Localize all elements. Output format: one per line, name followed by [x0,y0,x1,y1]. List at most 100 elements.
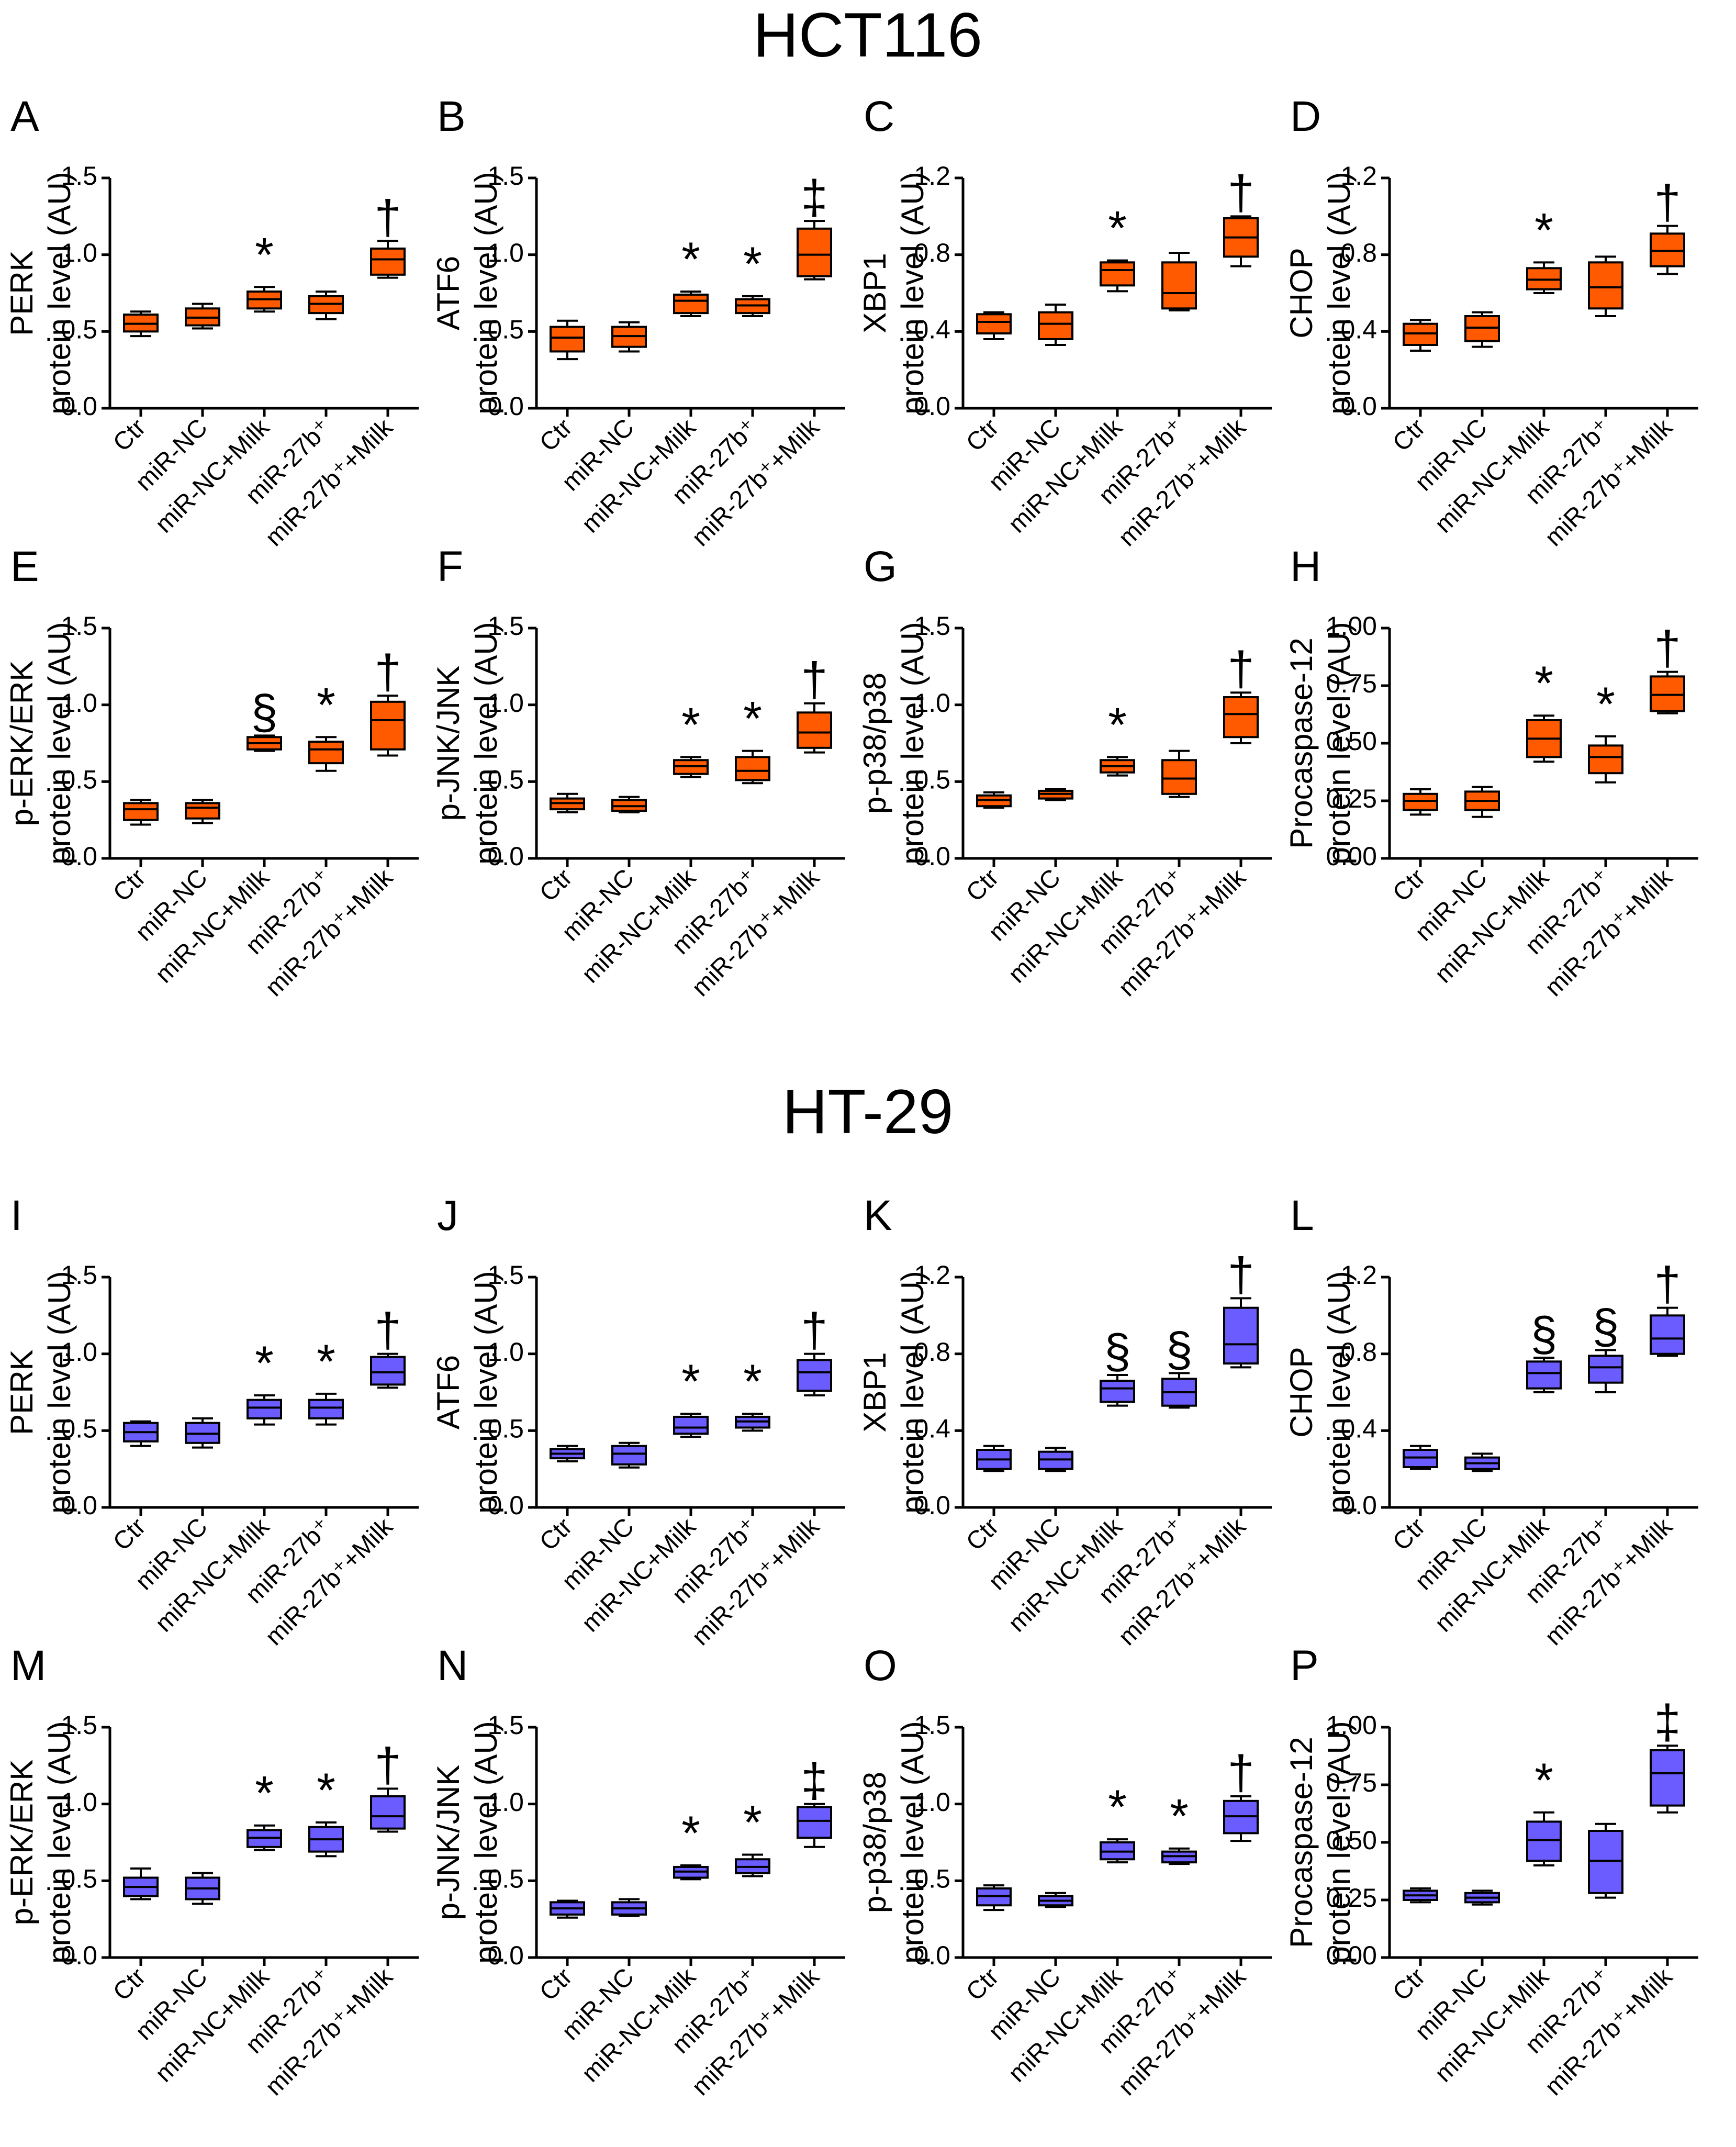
box-4 [1161,759,1197,795]
y-tick-label: 0.0 [914,392,950,421]
panel-letter: B [437,93,466,140]
y-axis-unit: protein level (AU) [42,1721,77,1964]
panel-F: Fp-JNK/JNKprotein level (AU)0.0 0.5 1.0 1.5… [431,543,845,1002]
y-tick-label: 0.0 [914,1491,950,1520]
y-tick-label: 1.0 [487,688,524,718]
y-tick-label: 1.0 [61,238,97,267]
significance-marker: † [1227,1248,1254,1301]
box-3 [1100,261,1135,287]
box-3 [673,293,709,315]
y-tick-label: 1.5 [61,161,97,191]
y-tick-label: 0.25 [1326,784,1377,813]
y-tick-label: 0.0 [914,1941,950,1970]
significance-marker: * [743,238,762,291]
box-3 [1526,1360,1562,1390]
y-tick-label: 1.5 [914,611,950,641]
y-axis-label: PERKprotein level (AU) [4,172,77,415]
box-5 [1650,1749,1685,1807]
y-tick-label: 0.0 [1340,1491,1377,1520]
y-tick-label: 0.5 [487,765,524,795]
significance-marker: † [374,645,401,699]
y-axis-label: ATF6protein level (AU) [431,1271,503,1514]
y-tick-label: 0.0 [1340,392,1377,421]
x-category-label: Ctr [1387,1963,1431,2006]
y-axis-label: XBP1protein level (AU) [857,1271,930,1514]
box-5 [370,700,406,751]
x-category-label: Ctr [1387,1513,1431,1556]
significance-marker: § [1166,1323,1192,1376]
significance-marker: † [1227,1746,1254,1799]
panel-G: Gp-p38/p38protein level (AU)0.0 0.5 1.0 1.5… [857,543,1272,1002]
y-tick-label: 0.0 [61,842,97,871]
y-axis-label: CHOPprotein level (AU) [1284,1271,1357,1514]
y-axis-unit: protein level (AU) [1321,172,1357,415]
y-tick-label: 0.0 [487,842,524,871]
panel-letter: D [1290,93,1321,140]
panel-letter: E [10,543,39,590]
panel-letter: H [1290,543,1321,590]
panel-letter: F [437,543,463,590]
x-category-label: Ctr [961,1963,1004,2006]
box-4 [1588,744,1623,775]
y-tick-label: 1.5 [61,1260,97,1290]
y-axis-metric: PERK [4,1349,39,1435]
y-tick-label: 1.00 [1326,1710,1377,1740]
panel-letter: K [864,1192,892,1239]
y-tick-label: 0.5 [61,1414,97,1444]
y-tick-label: 0.00 [1326,1941,1377,1970]
panel-letter: M [10,1642,46,1690]
significance-marker: * [681,233,700,286]
panel-letter: J [437,1192,458,1239]
y-axis-metric: ATF6 [431,256,466,330]
y-tick-label: 1.5 [487,1260,524,1290]
box-2 [185,802,220,820]
significance-marker: ‡ [801,171,827,224]
significance-marker: † [1654,622,1681,675]
y-tick-label: 0.5 [61,1864,97,1894]
y-tick-label: 0.8 [1340,1337,1377,1367]
y-tick-label: 0.0 [61,1491,97,1520]
significance-marker: † [374,1738,401,1792]
y-axis-metric: CHOP [1284,248,1319,338]
y-tick-label: 0.0 [61,392,97,421]
y-axis-unit: protein level (AU) [468,1721,503,1964]
y-tick-label: 0.4 [1340,315,1377,344]
y-tick-label: 0.0 [61,1941,97,1970]
y-axis-unit: protein level (AU) [1321,1271,1357,1514]
section-title-ht29: HT-29 [782,1077,954,1147]
significance-marker: * [317,1764,335,1817]
significance-marker: * [743,1796,762,1849]
y-tick-label: 1.5 [487,611,524,641]
y-tick-label: 0.75 [1326,1768,1377,1797]
y-axis-unit: protein level (AU) [42,622,77,865]
box-5 [370,1795,406,1830]
box-3 [673,1415,709,1435]
significance-marker: § [1530,1307,1557,1361]
y-axis-metric: XBP1 [857,253,892,333]
y-axis-unit: protein level (AU) [895,172,930,415]
significance-marker: * [1535,204,1553,257]
y-tick-label: 1.0 [487,1337,524,1367]
y-tick-label: 0.0 [487,1941,524,1970]
y-tick-label: 0.5 [487,1414,524,1444]
panel-H: H Procaspase-12protein level (AU)0.00 0.25… [1284,543,1698,1002]
y-tick-label: 0.0 [487,1491,524,1520]
significance-marker: * [1170,1790,1189,1843]
panel-P: P Procaspase-12protein level (AU)0.00 0.25… [1284,1642,1698,2101]
significance-marker: † [801,653,827,707]
significance-marker: † [1227,642,1254,696]
y-tick-label: 0.4 [1340,1414,1377,1444]
box-5 [1223,1306,1259,1365]
y-tick-label: 1.0 [487,238,524,267]
box-5 [1650,675,1685,712]
box-4 [308,1399,344,1419]
y-tick-label: 1.2 [1340,161,1377,191]
y-tick-label: 1.0 [914,688,950,718]
y-tick-label: 1.0 [61,1787,97,1817]
panel-letter: P [1290,1642,1319,1690]
y-tick-label: 0.5 [487,1864,524,1894]
significance-marker: † [374,1304,401,1357]
panel-N: Np-JNK/JNKprotein level (AU)0.0 0.5 1.0 1.5… [431,1642,845,2101]
y-tick-label: 0.4 [914,315,950,344]
